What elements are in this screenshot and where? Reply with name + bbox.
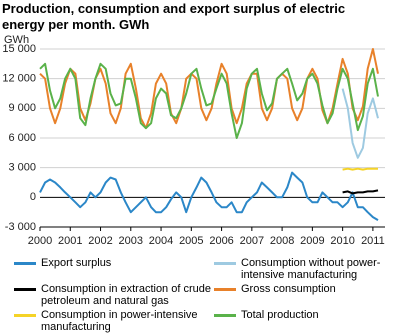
y-tick-label: 15 000 (2, 43, 36, 55)
legend-label: Consumption without power-intensive manu… (241, 257, 381, 281)
x-tick-label: 2003 (119, 235, 143, 247)
x-tick-label: 2008 (270, 235, 294, 247)
chart: GWh -3 000 0 3 000 6 000 9 000 12 000 15 000 20… (2, 34, 385, 247)
x-tick-label: 2000 (28, 235, 52, 247)
x-tick-label: 2006 (209, 235, 233, 247)
series-line (342, 167, 378, 171)
legend: Export surplus Consumption without power-… (14, 257, 389, 333)
legend-swatch (14, 314, 36, 317)
x-tick-label: 2011 (361, 235, 385, 247)
legend-label: Consumption in extraction of crude petro… (41, 283, 211, 307)
x-tick-label: 2005 (179, 235, 203, 247)
legend-swatch (214, 262, 236, 265)
legend-item: Export surplus (14, 257, 214, 281)
page: Production, consumption and export surpl… (2, 1, 385, 333)
legend-label: Total production (241, 309, 319, 321)
series-line (39, 48, 379, 130)
x-tick-label: 2009 (300, 235, 324, 247)
series-line (341, 88, 379, 159)
legend-label: Export surplus (41, 257, 112, 269)
legend-swatch (214, 314, 236, 317)
chart-title: Production, consumption and export surpl… (2, 1, 346, 32)
series-line (39, 171, 379, 221)
y-axis-label: GWh (4, 34, 29, 46)
legend-swatch (214, 288, 236, 291)
y-tick-label: -3 000 (5, 221, 36, 233)
series-line (342, 189, 379, 195)
y-tick-label: 12 000 (2, 73, 36, 85)
y-tick-label: 3 000 (8, 162, 36, 174)
x-tick-label: 2010 (330, 235, 354, 247)
x-tick-label: 2007 (240, 235, 264, 247)
x-tick-label: 2004 (149, 235, 173, 247)
legend-item: Consumption without power-intensive manu… (214, 257, 389, 281)
y-tick-label: 9 000 (8, 102, 36, 114)
legend-label: Consumption in power-intensive manufactu… (41, 309, 198, 333)
y-tick-label: 0 (30, 191, 36, 203)
legend-item: Gross consumption (214, 283, 389, 307)
legend-swatch (14, 288, 36, 291)
x-tick-label: 2001 (58, 235, 82, 247)
legend-item: Total production (214, 309, 389, 333)
series-line (39, 62, 379, 139)
x-tick-label: 2002 (88, 235, 112, 247)
legend-item: Consumption in power-intensive manufactu… (14, 309, 214, 333)
y-tick-label: 6 000 (8, 132, 36, 144)
legend-swatch (14, 262, 36, 265)
legend-label: Gross consumption (241, 283, 336, 295)
legend-item: Consumption in extraction of crude petro… (14, 283, 214, 307)
